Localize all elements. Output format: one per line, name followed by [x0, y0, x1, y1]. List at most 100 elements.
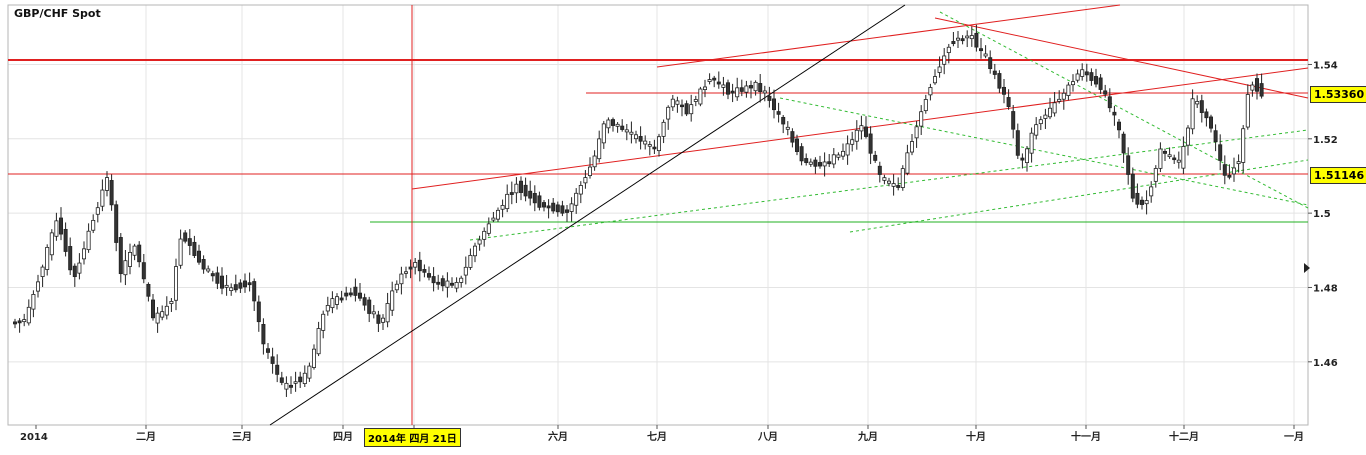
candle — [1126, 147, 1131, 185]
candle — [519, 176, 524, 201]
candle-body — [624, 129, 629, 133]
candle-body — [311, 348, 316, 368]
candle-body — [187, 238, 192, 246]
candle — [500, 199, 505, 218]
candle — [509, 181, 514, 205]
candle — [486, 217, 491, 237]
x-tick-label: 十一月 — [1071, 430, 1101, 443]
candle — [12, 318, 17, 329]
candle — [887, 177, 892, 187]
candle-body — [201, 259, 206, 270]
candle-body — [54, 220, 59, 237]
candle — [753, 80, 758, 96]
candle — [1209, 114, 1214, 133]
candle — [781, 114, 786, 134]
candle-body — [1236, 161, 1241, 165]
candle — [565, 205, 570, 222]
candle — [413, 257, 418, 275]
candle — [247, 272, 252, 292]
candle — [923, 94, 928, 114]
candle-body — [509, 192, 514, 195]
candle — [224, 274, 229, 296]
candle-body — [426, 273, 431, 278]
candle-body — [818, 162, 823, 167]
candle — [551, 198, 556, 214]
candle — [1149, 181, 1154, 203]
candle-body — [362, 297, 367, 306]
candle — [233, 274, 238, 293]
candle-body — [836, 154, 841, 158]
candle — [86, 223, 91, 253]
candle-body — [753, 81, 758, 92]
candle-body — [1135, 192, 1140, 205]
candle-body — [26, 306, 31, 324]
candle — [1153, 165, 1158, 188]
candle-body — [1094, 76, 1099, 85]
candle-body — [339, 297, 344, 301]
candle — [1002, 78, 1007, 104]
candle-body — [1034, 124, 1039, 136]
candle — [321, 310, 326, 339]
candle-body — [72, 265, 77, 278]
candle-body — [49, 232, 54, 256]
y-tick-label: 1.5 — [1313, 209, 1331, 220]
candle — [353, 278, 358, 302]
candle-body — [877, 165, 882, 175]
candle-body — [1213, 130, 1218, 143]
candle-body — [611, 119, 616, 126]
candle — [1117, 119, 1122, 139]
candle — [804, 153, 809, 166]
candle — [657, 133, 662, 157]
candle — [238, 279, 243, 293]
candle — [201, 255, 206, 274]
candle-body — [247, 282, 252, 286]
candle-body — [279, 377, 284, 383]
candle — [454, 277, 459, 293]
candle-body — [1038, 119, 1043, 125]
scroll-right-arrow-icon[interactable] — [1304, 263, 1310, 273]
candle — [399, 266, 404, 295]
candle-body — [459, 277, 464, 283]
candle — [1052, 92, 1057, 117]
candle — [311, 344, 316, 370]
candle — [1066, 82, 1071, 101]
candle-body — [1181, 146, 1186, 169]
candle — [173, 258, 178, 311]
candle — [854, 120, 859, 150]
candle-body — [491, 217, 496, 221]
candle-body — [505, 193, 510, 210]
candle-body — [1130, 173, 1135, 199]
candle — [762, 85, 767, 102]
candle-body — [1025, 148, 1030, 164]
candle — [891, 174, 896, 196]
candle — [376, 310, 381, 332]
candle-body — [348, 292, 353, 296]
candle — [974, 24, 979, 52]
candle — [77, 253, 82, 280]
candle — [1199, 94, 1204, 123]
candle — [440, 275, 445, 292]
candle-body — [100, 189, 105, 207]
candle-body — [114, 204, 119, 243]
candle — [707, 73, 712, 85]
candle-body — [436, 281, 441, 285]
candle — [334, 293, 339, 310]
candle — [1071, 74, 1076, 92]
candle — [229, 283, 234, 296]
candle-body — [992, 70, 997, 75]
candle-body — [749, 85, 754, 89]
candle — [569, 197, 574, 222]
candle — [546, 199, 551, 219]
candle — [790, 128, 795, 148]
candle-body — [1084, 71, 1089, 76]
candle-body — [652, 146, 657, 150]
candle-body — [1089, 72, 1094, 81]
candle — [532, 185, 537, 212]
candle — [137, 241, 142, 268]
candle-body — [155, 312, 160, 324]
candle-body — [482, 230, 487, 240]
candle — [652, 139, 657, 154]
candle — [422, 264, 427, 278]
candle-body — [960, 38, 965, 42]
